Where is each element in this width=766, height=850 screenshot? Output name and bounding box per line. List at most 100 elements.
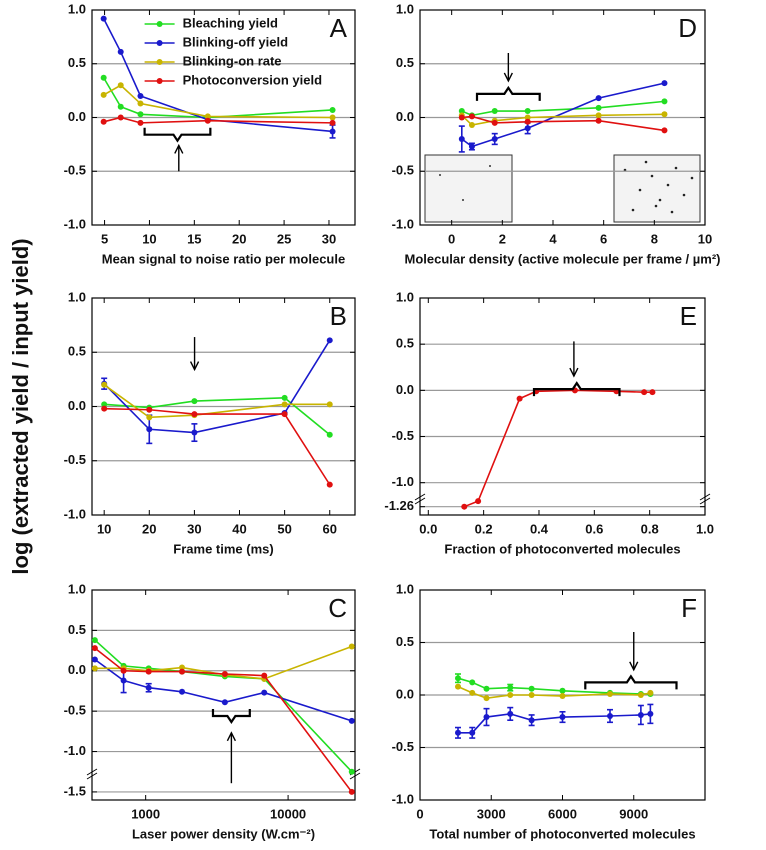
x-tick-label: 6 xyxy=(600,231,607,246)
x-tick-label: 0 xyxy=(416,806,423,821)
point xyxy=(146,414,153,421)
x-tick-label: 10 xyxy=(698,231,712,246)
point xyxy=(326,431,333,438)
y-tick-label: -1.0 xyxy=(64,506,86,521)
point xyxy=(146,426,153,433)
y-tick-label: 1.0 xyxy=(396,1,414,16)
x-tick-label: 3000 xyxy=(477,806,506,821)
inset-dot xyxy=(666,183,670,187)
point xyxy=(348,788,355,795)
y-tick-label: -0.5 xyxy=(392,739,414,754)
point xyxy=(483,695,490,702)
point xyxy=(100,15,107,22)
panel-label: F xyxy=(681,593,697,623)
plot-frame xyxy=(91,297,356,516)
point xyxy=(661,80,668,87)
y-tick-label: 1.0 xyxy=(68,1,86,16)
x-tick-label: 15 xyxy=(187,231,201,246)
y-tick-label: 0.0 xyxy=(396,686,414,701)
point xyxy=(507,710,514,717)
point xyxy=(661,98,668,105)
inset-dot xyxy=(690,176,694,180)
y-tick-label: 1.0 xyxy=(396,581,414,596)
point xyxy=(117,48,124,55)
point xyxy=(191,411,198,418)
bracket xyxy=(143,127,212,143)
point xyxy=(647,689,654,696)
point xyxy=(326,481,333,488)
x-tick-label: 20 xyxy=(232,231,246,246)
point xyxy=(137,100,144,107)
arrow-head xyxy=(569,367,579,378)
y-tick-label: -0.5 xyxy=(392,163,414,178)
plot-frame xyxy=(419,9,706,226)
point xyxy=(455,675,461,682)
inset-dot xyxy=(658,198,662,202)
point xyxy=(137,119,144,126)
point xyxy=(455,683,461,690)
point xyxy=(516,395,523,402)
series-line xyxy=(104,397,331,436)
panel: -1.0 -0.5 0.0 0.5 1.0 10 20 30 40 50 60 Frame time … xyxy=(8,238,356,575)
y-tick-label: 0.5 xyxy=(396,634,414,649)
y-tick-label: 0.0 xyxy=(396,109,414,124)
point xyxy=(120,677,127,684)
legend-marker xyxy=(156,21,163,27)
point xyxy=(179,668,186,675)
point xyxy=(455,729,461,736)
point xyxy=(137,93,144,99)
point xyxy=(528,685,535,692)
point xyxy=(145,668,152,675)
inset-image xyxy=(613,154,701,223)
series-line xyxy=(104,407,331,486)
y-tick-label: -0.5 xyxy=(64,163,86,178)
x-tick-label: 2 xyxy=(499,231,506,246)
point xyxy=(468,122,475,129)
point xyxy=(475,498,482,505)
point xyxy=(469,729,476,736)
x-tick-label: 0.6 xyxy=(585,521,603,536)
x-axis-label: Molecular density (active molecule per f… xyxy=(405,251,721,266)
point xyxy=(221,671,228,677)
inset-dot xyxy=(462,199,464,201)
point xyxy=(607,690,613,697)
point xyxy=(204,117,211,124)
point xyxy=(261,672,268,679)
inset-dot xyxy=(638,188,642,192)
y-tick-label: 0.5 xyxy=(396,55,414,70)
point xyxy=(491,119,498,126)
point xyxy=(661,111,668,118)
bracket xyxy=(532,381,621,397)
y-tick-label: 1.0 xyxy=(396,289,414,304)
legend-marker xyxy=(156,40,163,46)
point xyxy=(507,684,514,691)
y-tick-label: 0.0 xyxy=(68,398,86,413)
panel-label: C xyxy=(328,593,347,623)
point xyxy=(348,643,355,650)
point xyxy=(101,401,108,408)
point xyxy=(649,389,656,396)
legend-marker xyxy=(156,78,163,84)
point xyxy=(91,656,98,663)
y-tick-label: 0.0 xyxy=(68,662,86,677)
point xyxy=(559,687,566,694)
x-tick-label: 40 xyxy=(232,521,246,536)
series-line xyxy=(103,339,331,434)
point xyxy=(641,389,648,396)
y-tick-label: 1.0 xyxy=(68,289,86,304)
point xyxy=(507,692,514,698)
point xyxy=(100,74,107,81)
x-tick-label: 50 xyxy=(277,521,291,536)
point xyxy=(607,713,613,719)
point xyxy=(91,637,98,644)
point xyxy=(91,645,98,652)
point xyxy=(491,108,498,115)
x-tick-label: 10000 xyxy=(270,806,306,821)
point xyxy=(204,113,211,120)
point xyxy=(221,699,228,706)
legend-marker xyxy=(156,59,163,65)
point xyxy=(458,114,465,121)
panel-label: A xyxy=(330,13,348,43)
point xyxy=(120,667,127,674)
